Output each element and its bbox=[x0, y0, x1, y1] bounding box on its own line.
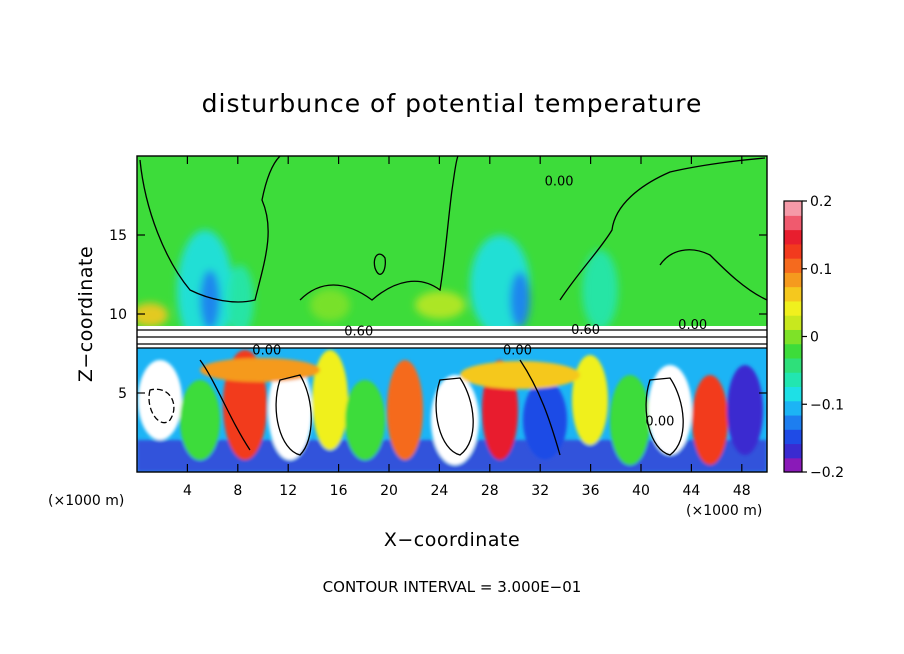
y-tick-label: 10 bbox=[109, 307, 127, 323]
colorbar-tick-label: −0.1 bbox=[810, 397, 844, 413]
x-tick-label: 12 bbox=[279, 483, 297, 499]
colorbar-swatch bbox=[784, 343, 802, 359]
colorbar-swatch bbox=[784, 386, 802, 402]
x-tick-label: 40 bbox=[632, 483, 650, 499]
contour-label: 0.60 bbox=[344, 324, 373, 339]
colorbar-swatch bbox=[784, 357, 802, 373]
colorbar-tick-label: −0.2 bbox=[810, 465, 844, 481]
contour-label: 0.00 bbox=[545, 174, 574, 189]
x-tick-label: 20 bbox=[380, 483, 398, 499]
colorbar-swatch bbox=[784, 414, 802, 430]
colorbar-swatch bbox=[784, 272, 802, 288]
colorbar-swatch bbox=[784, 258, 802, 273]
x-tick-label: 36 bbox=[582, 483, 600, 499]
x-tick-label: 48 bbox=[733, 483, 751, 499]
contour-label: 0.00 bbox=[645, 414, 674, 429]
colorbar-swatch bbox=[784, 372, 802, 388]
colorbar-swatch bbox=[784, 229, 802, 245]
colorbar-swatch bbox=[784, 400, 802, 416]
field-contours bbox=[139, 156, 767, 456]
z-unit-label: (×1000 m) bbox=[48, 493, 124, 509]
colorbar-swatch bbox=[784, 286, 802, 302]
colorbar-swatch bbox=[784, 443, 802, 459]
colorbar-swatch bbox=[784, 457, 802, 473]
y-tick-label: 15 bbox=[109, 228, 127, 244]
lower-turbulence bbox=[137, 350, 767, 472]
x-tick-label: 24 bbox=[430, 483, 448, 499]
colorbar-swatch bbox=[784, 215, 802, 231]
chart-title: disturbunce of potential temperature bbox=[202, 89, 703, 118]
colorbar-swatch bbox=[784, 300, 802, 316]
x-axis-ticks: 4 8 12 16 20 24 28 32 36 40 44 48 bbox=[183, 156, 751, 499]
contour-label: 0.00 bbox=[678, 318, 707, 333]
y-axis-label: Z−coordinate bbox=[75, 246, 97, 382]
colorbar-swatch bbox=[784, 243, 802, 259]
x-tick-label: 4 bbox=[183, 483, 192, 499]
x-unit-label: (×1000 m) bbox=[686, 503, 762, 519]
colorbar-ticks: −0.2 −0.1 0 0.1 0.2 bbox=[802, 194, 844, 481]
colorbar-tick-label: 0.2 bbox=[810, 194, 832, 210]
contour-labels: 0.00 0.60 0.60 0.00 0.00 0.00 0.00 bbox=[252, 174, 707, 429]
contour-label: 0.60 bbox=[571, 323, 600, 338]
colorbar-swatch bbox=[784, 315, 802, 330]
heatmap-field bbox=[137, 156, 767, 472]
band-contours bbox=[137, 329, 767, 349]
colorbar-tick-label: 0 bbox=[810, 330, 819, 346]
colorbar-swatch bbox=[784, 329, 802, 345]
contour-label: 0.00 bbox=[252, 343, 281, 358]
x-tick-label: 16 bbox=[330, 483, 348, 499]
x-tick-label: 32 bbox=[531, 483, 549, 499]
colorbar bbox=[784, 201, 802, 473]
colorbar-swatch bbox=[784, 429, 802, 445]
contour-label: 0.00 bbox=[503, 343, 532, 358]
upper-plumes bbox=[137, 230, 618, 350]
y-tick-label: 5 bbox=[118, 386, 127, 402]
colorbar-tick-label: 0.1 bbox=[810, 262, 832, 278]
y-axis-ticks: 5 10 15 bbox=[109, 228, 767, 402]
x-tick-label: 44 bbox=[682, 483, 700, 499]
x-tick-label: 28 bbox=[481, 483, 499, 499]
x-tick-label: 8 bbox=[233, 483, 242, 499]
x-axis-label: X−coordinate bbox=[384, 529, 520, 551]
contour-interval-note: CONTOUR INTERVAL = 3.000E−01 bbox=[323, 578, 582, 596]
colorbar-swatch bbox=[784, 201, 802, 216]
